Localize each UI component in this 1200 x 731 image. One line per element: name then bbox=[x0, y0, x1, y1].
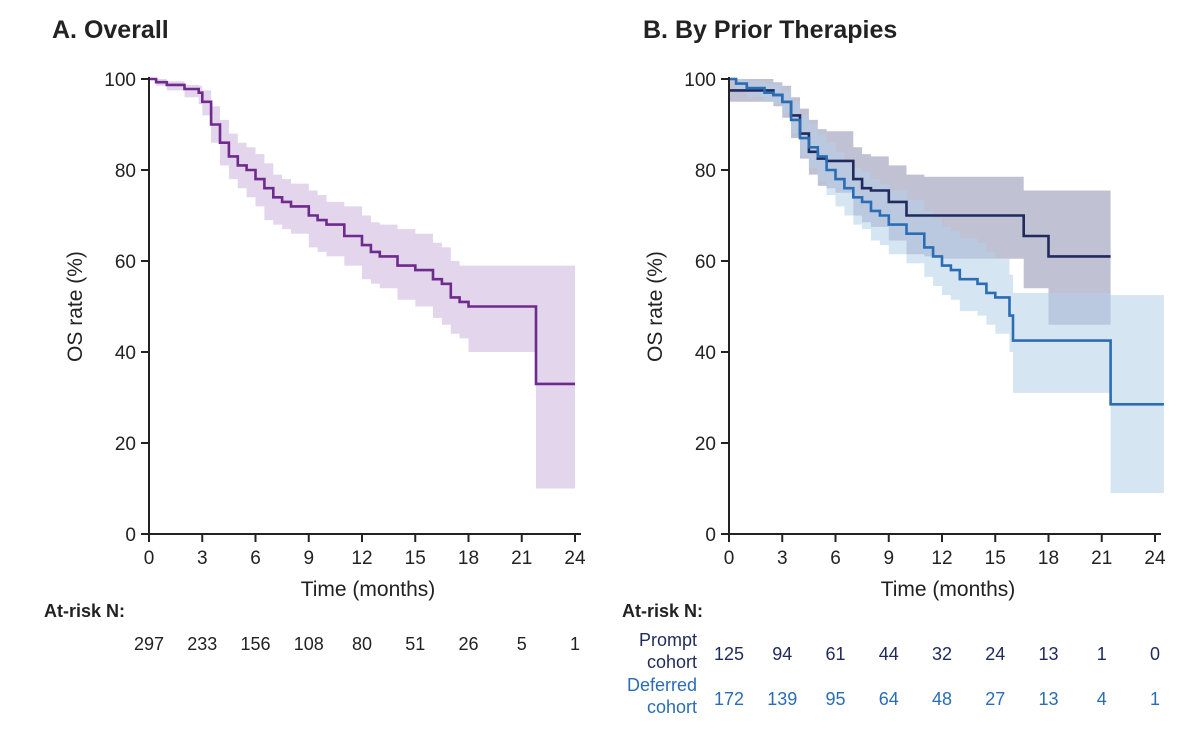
ci-band-series-1 bbox=[729, 79, 1164, 494]
x-tick-label: 15 bbox=[985, 548, 1006, 569]
x-axis-title: Time (months) bbox=[881, 578, 1016, 601]
y-tick-label: 80 bbox=[115, 161, 136, 182]
cohort-label-word: Prompt bbox=[639, 630, 697, 650]
cohort-label-word: cohort bbox=[647, 697, 697, 717]
y-tick-label: 60 bbox=[115, 252, 136, 273]
y-tick-label: 100 bbox=[684, 70, 716, 91]
at-risk-count: 233 bbox=[187, 634, 217, 654]
cohort-label: Prompt cohort bbox=[639, 630, 697, 672]
y-tick-label: 60 bbox=[695, 252, 716, 273]
at-risk-count: 13 bbox=[1038, 689, 1058, 709]
at-risk-count: 108 bbox=[294, 634, 324, 654]
y-tick-label: 80 bbox=[695, 161, 716, 182]
y-tick-label: 0 bbox=[705, 525, 716, 546]
x-tick-label: 21 bbox=[1091, 548, 1112, 569]
at-risk-count: 5 bbox=[517, 634, 527, 654]
survival-line-series-1 bbox=[729, 77, 1164, 406]
x-tick-label: 3 bbox=[777, 548, 788, 569]
at-risk-count: 24 bbox=[985, 644, 1005, 664]
at-risk-count: 125 bbox=[714, 644, 744, 664]
at-risk-count: 48 bbox=[932, 689, 952, 709]
at-risk-count: 1 bbox=[570, 634, 580, 654]
panel-title: A. Overall bbox=[52, 16, 169, 44]
at-risk-count: 32 bbox=[932, 644, 952, 664]
x-tick-label: 18 bbox=[1038, 548, 1059, 569]
at-risk-count: 64 bbox=[879, 689, 899, 709]
cohort-label-word: Deferred bbox=[627, 675, 697, 695]
at-risk-count: 4 bbox=[1097, 689, 1107, 709]
at-risk-count: 1 bbox=[1097, 644, 1107, 664]
at-risk-count: 297 bbox=[134, 634, 164, 654]
cohort-label-word: cohort bbox=[647, 652, 697, 672]
x-tick-label: 3 bbox=[197, 548, 208, 569]
y-tick-label: 20 bbox=[115, 434, 136, 455]
panel-title: B. By Prior Therapies bbox=[643, 16, 897, 44]
x-tick-label: 6 bbox=[250, 548, 261, 569]
y-axis-title: OS rate (%) bbox=[64, 251, 87, 362]
x-axis-title: Time (months) bbox=[301, 578, 436, 601]
y-tick-label: 20 bbox=[695, 434, 716, 455]
at-risk-count: 26 bbox=[458, 634, 478, 654]
y-tick-label: 100 bbox=[104, 70, 136, 91]
x-tick-label: 12 bbox=[351, 548, 372, 569]
at-risk-count: 80 bbox=[352, 634, 372, 654]
y-axis-title: OS rate (%) bbox=[644, 251, 667, 362]
at-risk-count: 94 bbox=[772, 644, 792, 664]
x-tick-label: 18 bbox=[458, 548, 479, 569]
x-tick-label: 15 bbox=[405, 548, 426, 569]
at-risk-count: 61 bbox=[825, 644, 845, 664]
at-risk-header: At-risk N: bbox=[44, 601, 125, 621]
at-risk-header: At-risk N: bbox=[622, 601, 703, 621]
at-risk-count: 95 bbox=[825, 689, 845, 709]
x-tick-label: 21 bbox=[511, 548, 532, 569]
cohort-label: Deferred cohort bbox=[627, 675, 697, 717]
x-tick-label: 9 bbox=[303, 548, 314, 569]
x-tick-label: 6 bbox=[830, 548, 841, 569]
ci-band-series-0 bbox=[149, 79, 575, 489]
x-tick-label: 24 bbox=[1144, 548, 1166, 569]
x-tick-label: 12 bbox=[931, 548, 952, 569]
x-tick-label: 24 bbox=[564, 548, 586, 569]
at-risk-count: 156 bbox=[240, 634, 270, 654]
at-risk-count: 44 bbox=[879, 644, 899, 664]
at-risk-count: 172 bbox=[714, 689, 744, 709]
y-tick-label: 40 bbox=[695, 343, 716, 364]
x-tick-label: 0 bbox=[144, 548, 155, 569]
x-tick-label: 9 bbox=[883, 548, 894, 569]
at-risk-count: 51 bbox=[405, 634, 425, 654]
x-tick-label: 0 bbox=[724, 548, 735, 569]
at-risk-count: 13 bbox=[1038, 644, 1058, 664]
at-risk-count: 0 bbox=[1150, 644, 1160, 664]
at-risk-count: 27 bbox=[985, 689, 1005, 709]
at-risk-count: 1 bbox=[1150, 689, 1160, 709]
y-tick-label: 40 bbox=[115, 343, 136, 364]
at-risk-count: 139 bbox=[767, 689, 797, 709]
survival-line-series-0 bbox=[149, 77, 575, 386]
y-tick-label: 0 bbox=[125, 525, 136, 546]
